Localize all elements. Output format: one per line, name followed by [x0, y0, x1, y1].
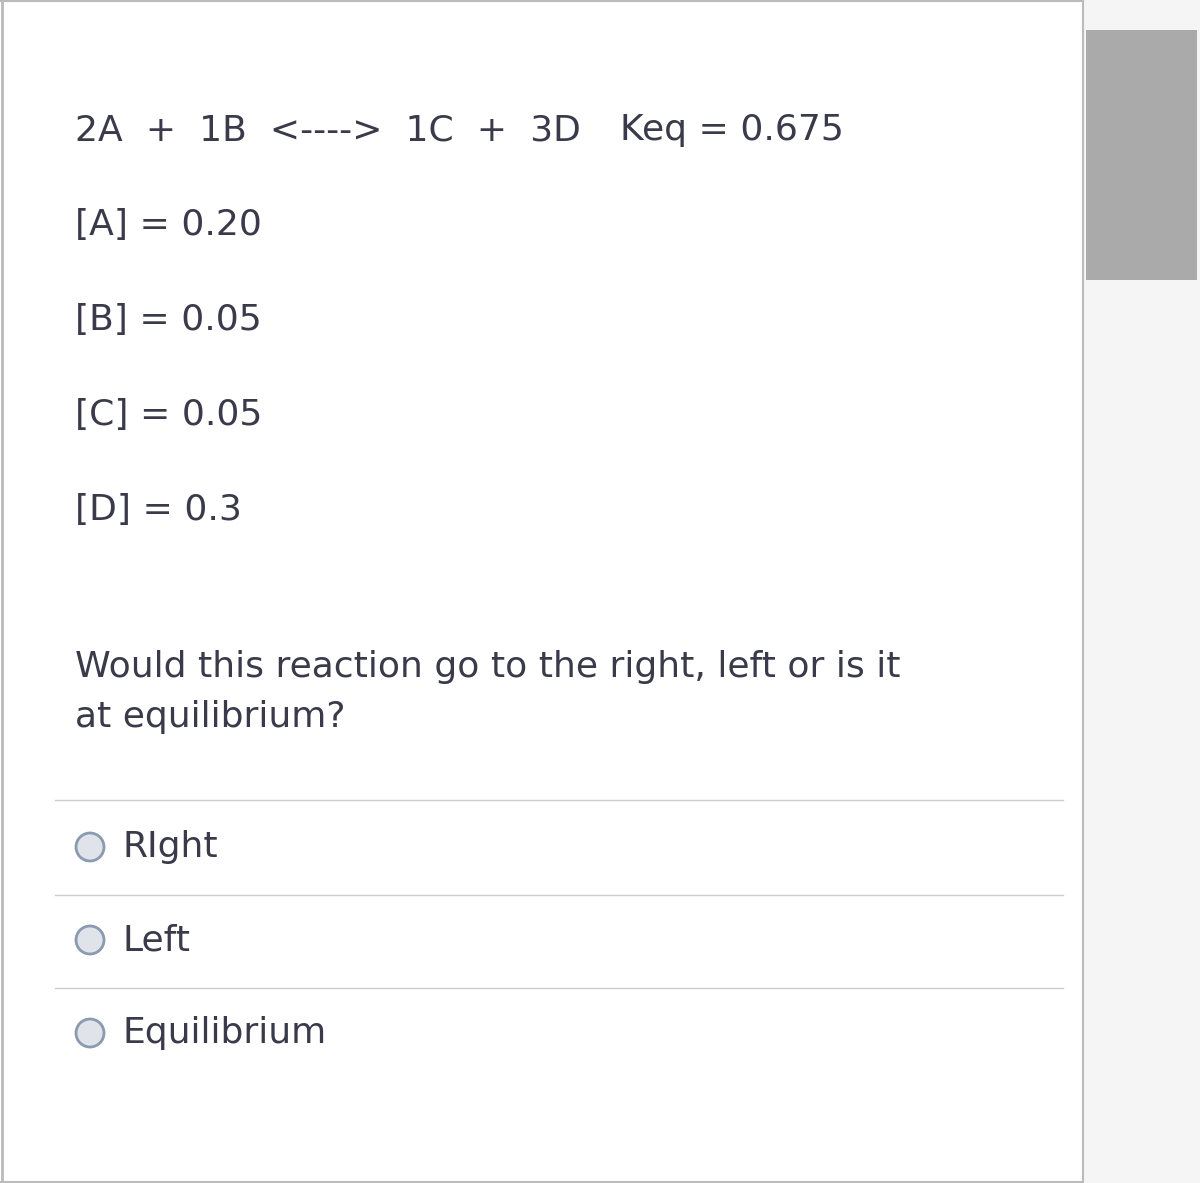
Text: Would this reaction go to the right, left or is it
at equilibrium?: Would this reaction go to the right, lef…: [74, 649, 900, 735]
Text: [A] = 0.20: [A] = 0.20: [74, 208, 262, 243]
Text: Keq = 0.675: Keq = 0.675: [620, 114, 844, 147]
Circle shape: [76, 833, 104, 861]
Text: [D] = 0.3: [D] = 0.3: [74, 493, 242, 526]
Circle shape: [76, 926, 104, 953]
Text: Equilibrium: Equilibrium: [122, 1016, 326, 1051]
Text: RIght: RIght: [122, 830, 217, 864]
Text: [C] = 0.05: [C] = 0.05: [74, 397, 263, 432]
Text: 2A  +  1B  <---->  1C  +  3D: 2A + 1B <----> 1C + 3D: [74, 114, 581, 147]
Text: [B] = 0.05: [B] = 0.05: [74, 303, 262, 337]
Text: Left: Left: [122, 923, 190, 957]
Bar: [1084, 0, 1200, 1183]
Bar: [1086, 30, 1198, 280]
Circle shape: [76, 1019, 104, 1047]
